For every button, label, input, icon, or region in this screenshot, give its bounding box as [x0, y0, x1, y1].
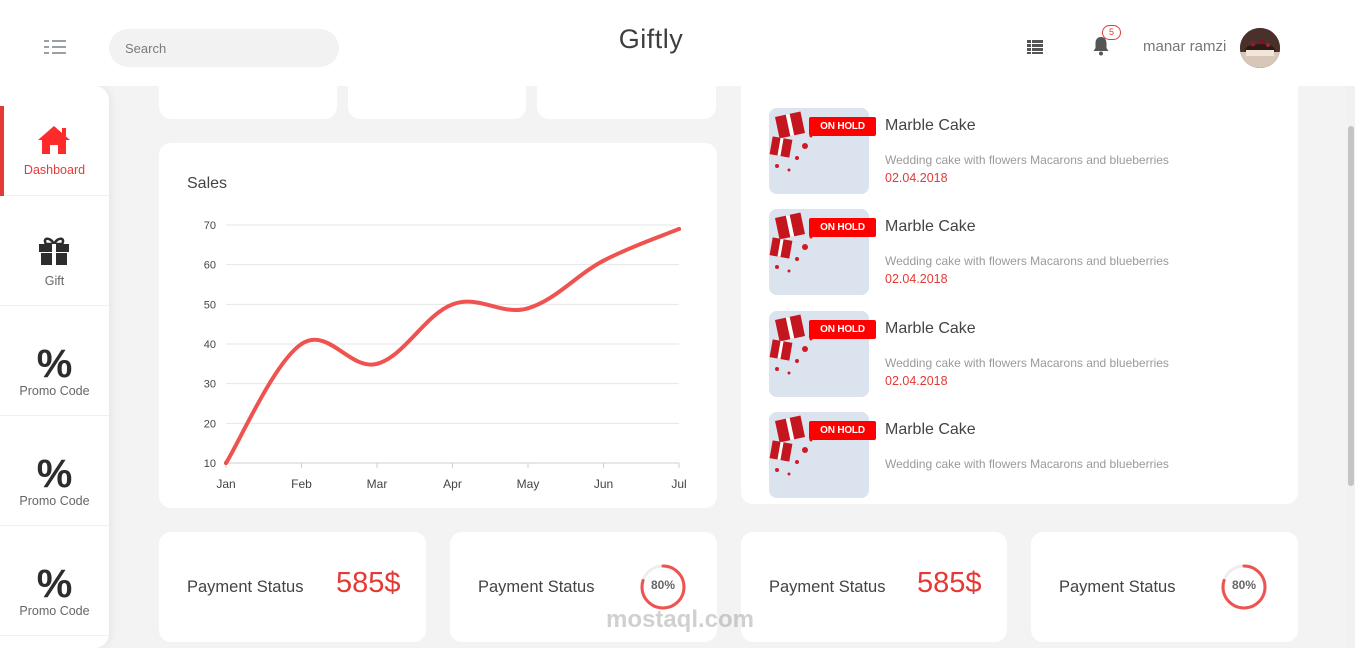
order-description: Wedding cake with flowers Macarons and b…: [885, 153, 1169, 167]
order-description: Wedding cake with flowers Macarons and b…: [885, 356, 1169, 370]
cake-image: [769, 108, 869, 194]
sidebar-item-label: Gift: [44, 274, 65, 288]
status-badge: ON HOLD: [809, 218, 876, 237]
home-icon: [38, 126, 70, 154]
list-item[interactable]: ON HOLD Marble Cake Wedding cake with flow…: [769, 108, 1279, 194]
x-tick-label: Apr: [443, 477, 462, 491]
y-tick-label: 10: [204, 458, 216, 470]
data-point: [526, 306, 530, 311]
order-description: Wedding cake with flowers Macarons and b…: [885, 254, 1169, 268]
payment-card: Payment Status 80%: [450, 532, 717, 642]
sidebar-item-promo-code-1[interactable]: % Promo Code: [0, 306, 109, 416]
sidebar-item-label: Dashboard: [23, 163, 86, 177]
sidebar-item-label: Promo Code: [19, 494, 90, 508]
bell-icon[interactable]: [1092, 36, 1110, 56]
progress-ring: [640, 564, 686, 610]
status-badge: ON HOLD: [809, 117, 876, 136]
progress-ring: [1221, 564, 1267, 610]
order-date: 02.04.2018: [885, 374, 948, 388]
percent-icon: %: [36, 342, 73, 386]
order-title: Marble Cake: [885, 218, 976, 235]
top-header: Giftly 5 manar ramzi: [0, 0, 1355, 86]
payment-label: Payment Status: [478, 578, 595, 596]
list-item[interactable]: ON HOLD Marble Cake Wedding cake with flow…: [769, 412, 1279, 498]
y-tick-label: 20: [204, 418, 216, 430]
sidebar-item-promo-code-2[interactable]: % Promo Code: [0, 416, 109, 526]
order-title: Marble Cake: [885, 421, 976, 438]
progress-percent: 80%: [1231, 578, 1257, 592]
sidebar: Dashboard Gift % Promo Code % Promo Code…: [0, 86, 109, 648]
avatar[interactable]: [1240, 28, 1280, 68]
y-tick-label: 50: [204, 299, 216, 311]
payment-card: Payment Status 80%: [1031, 532, 1298, 642]
payment-amount: 585$: [336, 567, 401, 599]
payment-amount: 585$: [917, 567, 982, 599]
status-badge: ON HOLD: [809, 421, 876, 440]
sales-chart: 10 20 30 40 50 60 70 Jan Feb Mar Apr May Jun Jul: [204, 220, 687, 491]
x-tick-label: Mar: [367, 477, 388, 491]
user-name[interactable]: manar ramzi: [1143, 38, 1227, 55]
data-point: [450, 302, 455, 307]
x-tick-label: Jan: [216, 477, 235, 491]
y-tick-label: 40: [204, 339, 216, 351]
payment-label: Payment Status: [769, 578, 886, 596]
notification-badge: 5: [1102, 25, 1121, 40]
x-tick-label: Jul: [671, 477, 686, 491]
data-point: [677, 226, 681, 231]
payment-label: Payment Status: [187, 578, 304, 596]
sales-line: [224, 226, 681, 465]
sidebar-item-gift[interactable]: Gift: [0, 196, 109, 306]
chart-title: Sales: [187, 175, 228, 192]
x-tick-label: Feb: [291, 477, 312, 491]
sidebar-item-promo-code-3[interactable]: % Promo Code: [0, 526, 109, 636]
order-date: 02.04.2018: [885, 171, 948, 185]
sidebar-item-label: Promo Code: [19, 604, 90, 618]
payment-card: Payment Status 585$: [741, 532, 1007, 642]
y-tick-label: 60: [204, 260, 216, 272]
sidebar-item-label: Promo Code: [19, 384, 90, 398]
percent-icon: %: [36, 452, 73, 496]
order-date: 02.04.2018: [885, 272, 948, 286]
brand-title: Giftly: [618, 24, 684, 54]
sales-chart-card: Sales 10 20 30 40 50 60 70 Jan Feb Mar Apr May Jun Ju…: [159, 143, 717, 508]
order-title: Marble Cake: [885, 320, 976, 337]
page-scrollbar[interactable]: [1347, 86, 1355, 648]
status-badge: ON HOLD: [809, 320, 876, 339]
order-description: Wedding cake with flowers Macarons and b…: [885, 457, 1169, 471]
progress-percent: 80%: [650, 578, 676, 592]
list-item[interactable]: ON HOLD Marble Cake Wedding cake with flow…: [769, 311, 1279, 397]
y-tick-label: 70: [204, 220, 216, 232]
payment-label: Payment Status: [1059, 578, 1176, 596]
order-title: Marble Cake: [885, 117, 976, 134]
y-tick-label: 30: [204, 379, 216, 391]
data-point: [375, 361, 379, 366]
orders-list: ON HOLD Marble Cake Wedding cake with flow…: [741, 86, 1298, 504]
percent-icon: %: [36, 562, 73, 606]
payment-card: Payment Status 585$: [159, 532, 426, 642]
list-item[interactable]: ON HOLD Marble Cake Wedding cake with flow…: [769, 209, 1279, 295]
grid-icon[interactable]: [1027, 40, 1043, 54]
data-point: [299, 342, 304, 346]
menu-icon[interactable]: [44, 40, 66, 54]
search-input[interactable]: [109, 29, 339, 67]
gift-icon: [39, 237, 69, 265]
x-tick-label: Jun: [594, 477, 613, 491]
sidebar-item-dashboard[interactable]: Dashboard: [0, 86, 109, 196]
data-point: [224, 461, 228, 465]
x-tick-label: May: [517, 477, 540, 491]
data-point: [601, 258, 606, 263]
